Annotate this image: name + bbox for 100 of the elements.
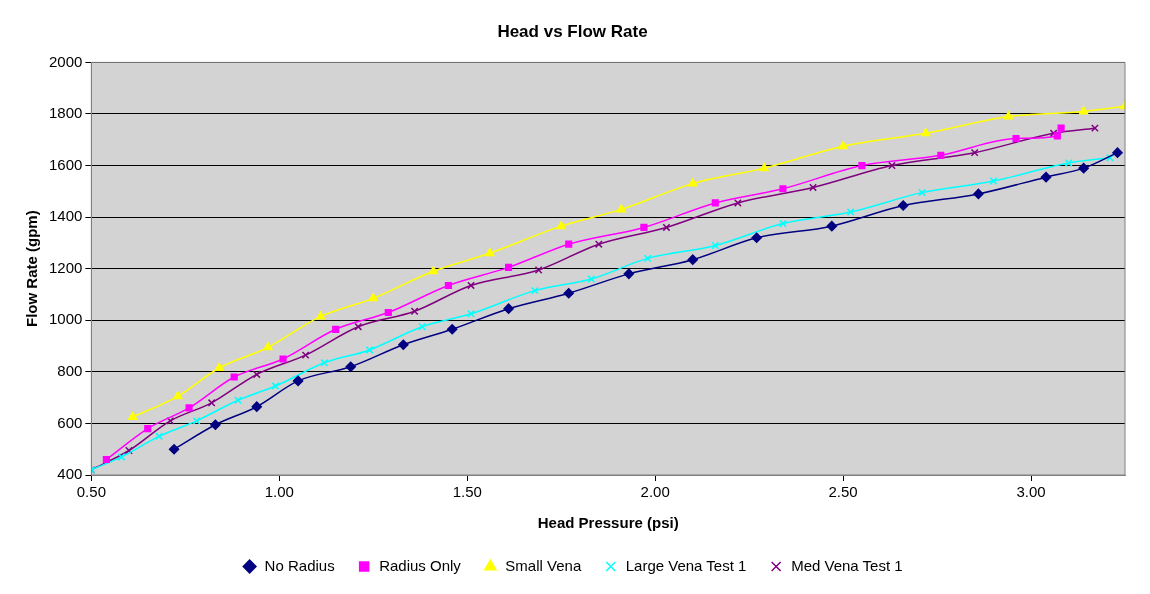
point: [485, 247, 495, 257]
point: [779, 219, 787, 228]
point: [1003, 111, 1014, 120]
x-tick-label: 1.50: [452, 483, 482, 501]
y-tick-label: 1800: [48, 104, 83, 122]
point: [1064, 159, 1073, 167]
point: [301, 351, 310, 360]
point: [503, 303, 514, 314]
point: [751, 232, 762, 244]
point: [1053, 132, 1061, 140]
point: [173, 391, 183, 400]
point: [616, 204, 626, 213]
point: [1112, 147, 1123, 158]
point: [365, 346, 374, 354]
x-axis-title: Head Pressure (psi): [537, 514, 679, 532]
point: [888, 161, 896, 170]
point: [643, 254, 652, 263]
point: [759, 162, 769, 172]
y-tick-label: 600: [57, 413, 83, 431]
point: [534, 266, 543, 274]
y-tick-label: 800: [57, 361, 83, 379]
point: [530, 286, 539, 295]
point: [467, 309, 475, 318]
point: [1091, 124, 1099, 133]
point: [263, 342, 273, 351]
point: [210, 419, 221, 430]
point: [594, 240, 603, 249]
point: [155, 432, 163, 441]
y-axis-title: Flow Rate (gpm): [23, 210, 41, 328]
point: [168, 443, 180, 455]
point: [234, 396, 242, 405]
point: [733, 199, 742, 207]
point: [1057, 124, 1065, 132]
legend-label: Med Vena Test 1: [791, 556, 903, 574]
point: [230, 373, 238, 381]
point: [251, 401, 262, 412]
point: [779, 185, 787, 193]
point: [1106, 153, 1114, 162]
point: [354, 322, 363, 331]
point: [826, 220, 838, 232]
point: [332, 325, 340, 333]
point: [687, 254, 698, 265]
point: [279, 355, 287, 363]
point: [316, 311, 326, 320]
legend-label: Radius Only: [379, 556, 462, 574]
point: [505, 263, 513, 271]
point: [166, 416, 175, 425]
x-tick-label: 2.00: [640, 483, 670, 501]
point: [711, 241, 720, 250]
legend-label: No Radius: [264, 556, 335, 574]
point: [271, 382, 280, 390]
chart-title: Head vs Flow Rate: [497, 21, 648, 41]
point: [207, 398, 216, 407]
point: [973, 188, 984, 200]
point: [320, 358, 329, 367]
point: [587, 275, 596, 283]
point: [292, 375, 304, 387]
point: [446, 324, 458, 335]
x-tick-label: 0.50: [76, 483, 106, 501]
x-tick-label: 1.00: [264, 483, 294, 501]
point: [858, 161, 866, 170]
y-tick-label: 1600: [48, 155, 83, 173]
point: [937, 151, 945, 159]
point: [1012, 134, 1020, 143]
y-tick-label: 2000: [48, 52, 83, 70]
point: [623, 268, 635, 280]
point: [897, 200, 909, 211]
point: [102, 455, 110, 464]
point: [384, 308, 392, 317]
point: [556, 220, 566, 230]
point: [565, 240, 573, 248]
point: [662, 223, 671, 232]
y-tick-label: 400: [57, 465, 83, 483]
point: [185, 404, 193, 412]
point: [192, 416, 201, 425]
point: [467, 281, 475, 290]
y-tick-label: 1000: [48, 310, 83, 328]
y-tick-label: 1200: [48, 258, 83, 276]
point: [1078, 162, 1089, 174]
point: [410, 307, 419, 316]
point: [428, 266, 439, 275]
point: [214, 362, 224, 371]
point: [688, 178, 698, 187]
point: [252, 370, 261, 379]
point: [144, 425, 152, 433]
point: [345, 361, 356, 372]
point: [444, 281, 453, 290]
x-tick-label: 3.00: [1016, 483, 1046, 501]
point: [563, 287, 574, 299]
legend-label: Large Vena Test 1: [625, 556, 747, 574]
point: [921, 128, 931, 137]
legend-label: Small Vena: [505, 556, 582, 574]
point: [117, 453, 126, 461]
point: [125, 446, 133, 455]
point: [1079, 106, 1089, 115]
point: [838, 140, 848, 150]
point: [1040, 171, 1052, 183]
point: [398, 339, 409, 351]
point: [368, 293, 378, 302]
point: [640, 223, 648, 232]
